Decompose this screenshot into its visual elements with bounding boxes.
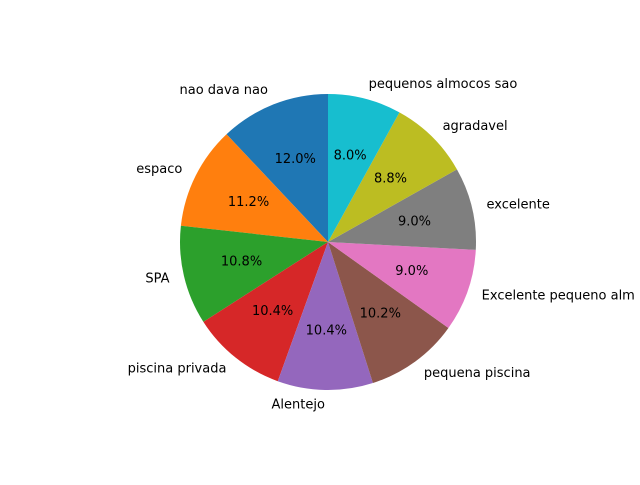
pct-label-excelente-pequeno-alm: 9.0% bbox=[395, 264, 428, 279]
pct-label-alentejo: 10.4% bbox=[306, 323, 347, 338]
category-label-alentejo: Alentejo bbox=[272, 397, 325, 412]
category-label-pequenos-almocos-sao: pequenos almocos sao bbox=[369, 77, 518, 92]
pct-label-pequenos-almocos-sao: 8.0% bbox=[334, 149, 367, 164]
pct-label-pequena-piscina: 10.2% bbox=[360, 306, 401, 321]
category-label-agradavel: agradavel bbox=[443, 119, 508, 134]
pct-label-excelente: 9.0% bbox=[398, 214, 431, 229]
pie-slices bbox=[179, 94, 476, 390]
pct-label-nao-dava-nao: 12.0% bbox=[275, 152, 316, 167]
pie-slice-espaco bbox=[180, 134, 328, 242]
category-label-excelente: excelente bbox=[487, 197, 550, 212]
pct-label-piscina-privada: 10.4% bbox=[252, 304, 293, 319]
pie-slice-excelente bbox=[328, 169, 476, 250]
category-label-pequena-piscina: pequena piscina bbox=[424, 366, 531, 381]
pie-slice-pequenos-almocos-sao bbox=[328, 94, 400, 242]
pie-slice-agradavel bbox=[328, 112, 457, 242]
percentage-labels: 12.0% 11.2% 10.8% 10.4% 10.4% 10.2% 9.0% 9.0% 8.… bbox=[221, 149, 431, 339]
pie-slice-pequena-piscina bbox=[328, 242, 449, 384]
category-label-excelente-pequeno-alm: Excelente pequeno alm bbox=[482, 288, 635, 303]
category-label-nao-dava-nao: nao dava nao bbox=[179, 83, 268, 98]
category-label-piscina-privada: piscina privada bbox=[128, 362, 227, 377]
pie-slice-spa bbox=[179, 225, 328, 322]
category-label-espaco: espaco bbox=[136, 162, 182, 177]
pie-slice-piscina-privada bbox=[203, 242, 328, 382]
pct-label-spa: 10.8% bbox=[221, 255, 262, 270]
pct-label-espaco: 11.2% bbox=[228, 195, 269, 210]
pie-slice-nao-dava-nao bbox=[226, 94, 328, 242]
pie-slice-excelente-pequeno-alm bbox=[328, 242, 476, 329]
pie-slice-alentejo bbox=[277, 242, 373, 390]
category-label-spa: SPA bbox=[145, 272, 169, 287]
category-labels: nao dava nao espaco SPA piscina privada Alen… bbox=[128, 77, 635, 412]
pct-label-agradavel: 8.8% bbox=[374, 171, 407, 186]
